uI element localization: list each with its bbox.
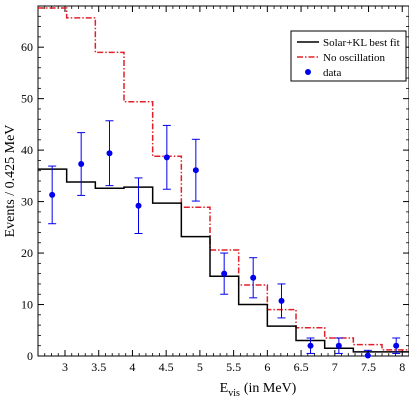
no-oscillation-histogram [38,7,409,351]
y-tick-label: 0 [27,349,33,363]
x-axis-label-sub: vis [228,388,240,399]
y-tick-label: 40 [21,143,33,157]
x-tick-label: 3.5 [91,360,106,374]
data-points [48,120,401,359]
x-tick-label: 4.5 [159,360,174,374]
y-tick-label: 20 [21,246,33,260]
data-point [393,342,400,349]
x-tick-label: 6.5 [294,360,309,374]
data-point [49,191,56,198]
x-tick-label: 5 [197,360,203,374]
tick-labels: 3 3.5 4 4.5 5 5.5 6 6.5 7 7.5 8 0 10 20 30 40 50 60 [21,40,405,374]
x-axis-label: Evis (in MeV) [220,381,297,399]
data-point [278,297,285,304]
data-point [192,167,199,174]
legend: Solar+KL best fit No oscillation data [290,30,407,82]
data-point [221,270,228,277]
legend-label-best-fit: Solar+KL best fit [323,37,400,49]
x-tick-label: 5.5 [226,360,241,374]
x-tick-label: 7 [332,360,338,374]
data-point [163,154,170,161]
legend-label-data: data [323,67,341,79]
legend-label-no-oscillation: No oscillation [323,52,386,64]
x-tick-label: 4 [129,360,135,374]
x-tick-label: 3 [62,360,68,374]
data-point [364,352,371,359]
legend-data-marker [305,69,311,75]
histogram-series [38,7,409,353]
data-point [307,342,314,349]
data-point [250,274,257,281]
axis-ticks [38,6,409,357]
x-tick-label: 7.5 [361,360,376,374]
x-tick-label: 8 [399,360,405,374]
y-tick-label: 10 [21,298,33,312]
y-tick-label: 30 [21,195,33,209]
y-axis-label: Events / 0.425 MeV [3,125,18,238]
data-point [106,150,113,157]
best-fit-histogram [38,168,409,353]
y-tick-label: 50 [21,92,33,106]
data-point [135,202,142,209]
x-axis-label-rest: (in MeV) [244,381,297,396]
x-tick-label: 6 [264,360,270,374]
y-tick-label: 60 [21,40,33,54]
data-point [335,342,342,349]
x-axis-label-main: E [220,381,229,396]
data-point [78,161,85,168]
